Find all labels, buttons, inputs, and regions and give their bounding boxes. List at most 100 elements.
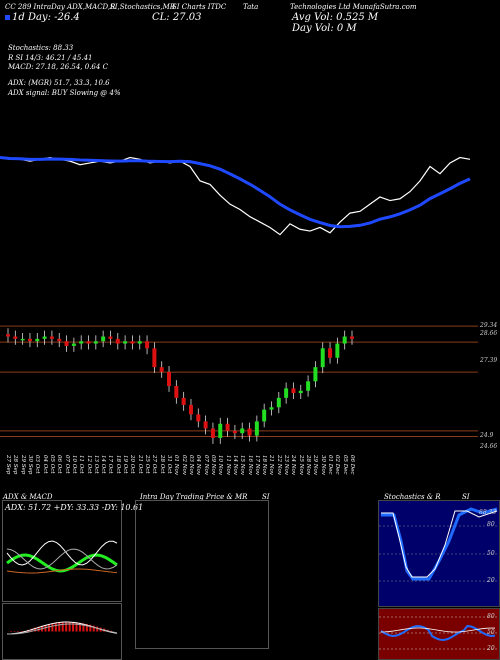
stoch-readout: Stochastics: 88.33 — [8, 44, 74, 52]
date-tick-label: 11 Nov — [224, 455, 231, 475]
header-title-d: Tata — [243, 3, 259, 11]
rsi-panel: 80 50 20 — [378, 608, 500, 660]
date-tick-label: 07 Nov — [202, 455, 209, 475]
moving-average-line — [0, 156, 471, 229]
date-tick-label: 03 Oct — [34, 455, 41, 474]
date-tick-label: 19 Oct — [122, 455, 129, 474]
candle-body — [93, 341, 98, 344]
macd-bar — [34, 627, 37, 632]
candle-body — [159, 367, 164, 372]
date-tick-label: 07 Oct — [63, 455, 70, 474]
date-tick-label: 14 Oct — [100, 455, 107, 474]
date-tick-label: 03 Nov — [187, 455, 194, 475]
candle-body — [291, 388, 296, 394]
candle-body — [130, 341, 135, 344]
date-tick-label: 25 Oct — [144, 455, 151, 474]
candle-body — [276, 397, 281, 408]
candle-body — [35, 338, 40, 342]
price-level-3: 27.39 — [480, 357, 498, 364]
adx-values: ADX: 51.72 +DY: 33.33 -DY: 10.61 — [5, 503, 144, 512]
adx-line — [6, 553, 118, 573]
blue-square-icon — [5, 15, 10, 20]
candle-body — [306, 381, 311, 391]
date-tick-label: 21 Nov — [268, 455, 275, 475]
day-vol: Day Vol: 0 M — [292, 23, 357, 34]
stoch-lines — [379, 507, 499, 582]
price-level-5: 24.66 — [480, 443, 498, 450]
candle-body — [342, 336, 347, 344]
candle-body — [64, 341, 69, 346]
header-line-1c: SI Charts ITDC — [172, 3, 226, 12]
candle-body — [232, 430, 237, 434]
candle-body — [108, 336, 113, 339]
rsi-lines — [379, 616, 499, 650]
date-tick-label: 12 Oct — [85, 455, 92, 474]
date-tick-label: 14 Nov — [231, 455, 238, 475]
date-tick-label: 25 Nov — [297, 455, 304, 475]
stoch-tick-20: 20 — [487, 577, 495, 584]
stoch-last-value: 88.33 — [479, 509, 497, 516]
macd-bar — [85, 623, 88, 632]
macd-histogram — [6, 621, 118, 635]
header-line-1: CC 289 IntraDay ADX,MACD,R — [5, 3, 115, 12]
date-tick-label: 05 Oct — [48, 455, 55, 474]
candle-body — [254, 421, 259, 436]
date-tick-label: 21 Oct — [136, 455, 143, 474]
date-axis: 27 Sep 28 Sep 29 Sep 30 Sep 03 Oct 04 Oct 05 O… — [0, 455, 500, 495]
macd-bar — [47, 624, 50, 632]
candle-body — [57, 338, 62, 342]
date-tick-label: 17 Nov — [253, 455, 260, 475]
header-title-c: SI Charts ITDC — [172, 3, 227, 11]
macd-bar — [54, 622, 57, 632]
candle-body — [6, 334, 10, 337]
stoch-panel-title: Stochastics & R — [384, 493, 441, 501]
macd-bar — [75, 622, 78, 632]
candle-body — [115, 338, 120, 344]
adx-lines — [6, 540, 118, 574]
macd-bar — [92, 625, 95, 632]
adx-panel-title: ADX & MACD — [3, 493, 53, 501]
minus-di-line — [6, 548, 118, 570]
adx-panel: ADX: 51.72 +DY: 33.33 -DY: 10.61 — [2, 500, 143, 602]
rsi-tick-20: 20 — [487, 645, 495, 652]
intraday-title: Intra Day Trading Price & MR — [140, 493, 247, 502]
intraday-panel — [135, 500, 269, 649]
rsi-readout: R SI 14/3: 46.21 / 45.41 — [8, 54, 93, 62]
candle-body — [71, 343, 76, 346]
date-tick-label: 16 Nov — [246, 455, 253, 475]
candle-body — [174, 386, 179, 398]
date-tick-label: 30 Nov — [319, 455, 326, 475]
candle-body — [247, 428, 252, 436]
macd-bar — [58, 622, 61, 632]
candle-body — [145, 341, 150, 349]
stoch-tick-50: 50 — [487, 550, 495, 557]
candle-body — [27, 338, 32, 342]
rsi-tick-50: 50 — [487, 629, 495, 636]
date-tick-label: 17 Oct — [107, 455, 114, 474]
candle-body — [313, 367, 318, 382]
date-tick-label: 15 Nov — [239, 455, 246, 475]
stoch-d-line — [381, 510, 498, 578]
macd-bar — [20, 631, 23, 632]
candle-body — [328, 348, 333, 358]
date-tick-label: 30 Sep — [26, 455, 33, 475]
adx-signal-line — [6, 568, 118, 574]
stoch-panel: 80 50 20 88.33 — [378, 500, 500, 607]
header-title-a: CC 289 IntraDay ADX,MACD,R — [5, 3, 116, 11]
candle-body — [188, 404, 193, 415]
date-tick-label: 10 Nov — [217, 455, 224, 475]
close-line — [0, 156, 471, 236]
date-tick-label: 28 Oct — [158, 455, 165, 474]
candle-body — [240, 428, 245, 434]
candle-body — [42, 336, 47, 339]
candle-body — [167, 371, 172, 387]
macd-bar — [78, 622, 81, 632]
macd-bar — [68, 622, 71, 632]
candle-body — [20, 338, 25, 341]
candle-body — [218, 423, 223, 438]
macd-bar — [65, 622, 68, 632]
candle-body — [137, 341, 142, 344]
macd-bar — [89, 624, 92, 632]
date-tick-label: 23 Nov — [283, 455, 290, 475]
candle-body — [225, 423, 230, 431]
